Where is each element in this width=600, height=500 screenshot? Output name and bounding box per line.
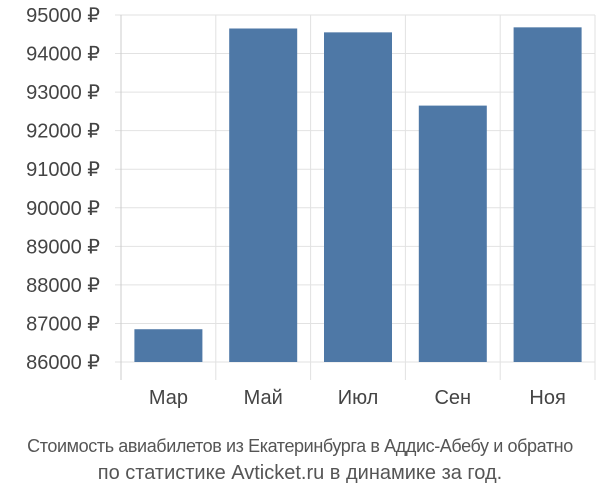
y-tick-label: 88000 ₽ xyxy=(26,275,100,297)
y-tick-label: 95000 ₽ xyxy=(26,5,100,27)
bar-Июл xyxy=(324,32,392,362)
x-tick-label: Май xyxy=(244,387,283,409)
x-tick-label: Сен xyxy=(434,387,471,409)
bar-Май xyxy=(229,28,298,362)
y-tick-label: 93000 ₽ xyxy=(26,82,100,104)
y-tick-label: 90000 ₽ xyxy=(26,198,100,220)
bar-Ноя xyxy=(513,27,582,363)
chart-caption-line1: Стоимость авиабилетов из Екатеринбурга в… xyxy=(27,436,573,456)
y-tick-label: 91000 ₽ xyxy=(26,159,100,181)
x-tick-label: Ноя xyxy=(529,387,565,409)
y-tick-label: 86000 ₽ xyxy=(26,352,100,374)
y-tick-label: 89000 ₽ xyxy=(26,236,100,258)
y-tick-label: 92000 ₽ xyxy=(26,121,100,143)
x-tick-label: Мар xyxy=(149,387,188,409)
x-tick-label: Июл xyxy=(338,387,379,409)
bar-Мар xyxy=(134,329,203,362)
bar-Сен xyxy=(418,105,487,362)
chart-caption-line2: по статистике Avticket.ru в динамике за … xyxy=(97,462,503,484)
y-tick-label: 94000 ₽ xyxy=(26,44,100,66)
y-tick-label: 87000 ₽ xyxy=(26,313,100,335)
